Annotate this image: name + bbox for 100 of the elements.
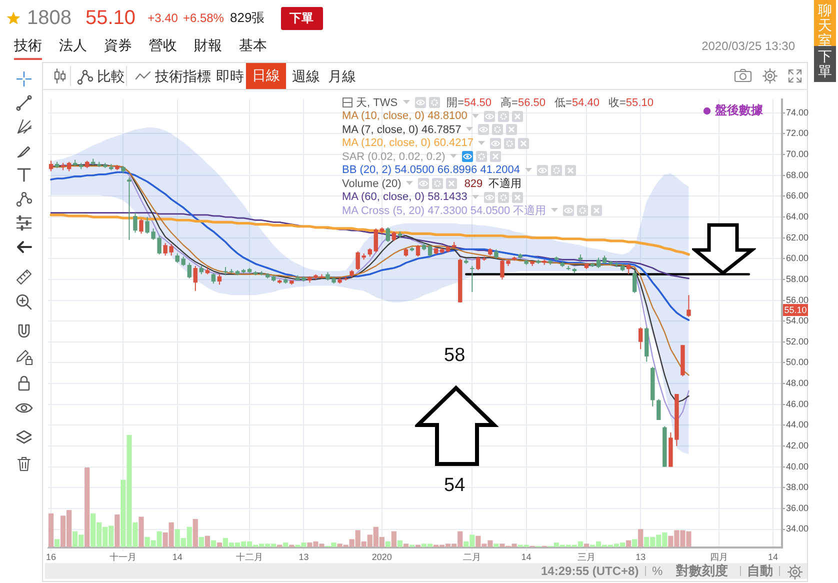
bar [84, 467, 90, 547]
bar [385, 541, 390, 547]
bar [210, 540, 216, 547]
x-tick-label: 14 [768, 552, 778, 562]
annotation: 58 [444, 345, 466, 367]
text: MA (60, close, 0) 58.1433 [342, 191, 468, 204]
bar [626, 540, 632, 547]
annotation: 高= [500, 96, 518, 110]
side-tab: 下單 [814, 46, 836, 82]
text: % [652, 563, 663, 579]
annotation: 盤後數據 [715, 102, 763, 119]
bar [494, 544, 499, 547]
bar [283, 542, 288, 547]
y-tick-label: 34.00 [786, 524, 809, 534]
y-tick-label: 38.00 [786, 482, 809, 492]
x-tick-label: 13 [636, 552, 646, 562]
text: 2020/03/25 13:30 [702, 39, 795, 53]
annotation: 54 [444, 475, 466, 497]
text: 14:29:55 (UTC+8) [541, 563, 639, 579]
annotation: 55.10 [626, 96, 654, 109]
x-tick-label: 14 [521, 552, 532, 562]
annotation: 54.50 [464, 96, 492, 109]
text: 即時 [216, 68, 244, 86]
bar [216, 542, 222, 547]
bar [138, 516, 144, 547]
text: 週線 [292, 68, 320, 86]
annotation: 天, TWS [356, 96, 398, 110]
x-tick-label: 四月 [710, 552, 728, 562]
text: 資券 [104, 37, 132, 55]
y-tick-label: 42.00 [786, 440, 809, 450]
bar [48, 513, 54, 547]
y-tick-label: 48.00 [786, 378, 809, 388]
bar [403, 544, 409, 547]
text: 法人 [59, 37, 87, 55]
y-tick-label: 58.00 [786, 274, 809, 284]
x-tick-label: 13 [298, 552, 309, 562]
y-tick-label: 64.00 [786, 212, 809, 222]
bar [632, 539, 638, 547]
annotation: 829 [464, 178, 483, 190]
y-tick-label: 74.00 [786, 107, 809, 118]
y-tick-label: 68.00 [786, 170, 809, 180]
text: MA (120, close, 0) 60.4217 [342, 137, 474, 150]
y-tick-label: 44.00 [786, 420, 809, 430]
text: MA (10, close, 0) 48.8100 [342, 110, 468, 122]
text: 基本 [239, 37, 267, 55]
y-tick-label: 52.00 [786, 336, 809, 346]
annotation: 不適用 [488, 176, 522, 192]
active-tab: 日線 [246, 63, 286, 89]
x-tick-label: 三月 [577, 552, 596, 562]
y-tick-label: 54.00 [786, 316, 809, 326]
bar [114, 514, 120, 547]
text: +6.58% [182, 11, 224, 25]
x-tick-label: 16 [46, 552, 56, 562]
text: 比較 [97, 68, 125, 86]
y-tick-label: 72.00 [786, 128, 809, 138]
candlestick [470, 266, 474, 292]
y-tick-label: 62.00 [786, 232, 809, 242]
text: 829張 [230, 9, 265, 27]
text: 對數刻度 [676, 563, 728, 579]
text: 財報 [194, 37, 222, 55]
annotation: 收= [608, 96, 626, 110]
bar [584, 544, 590, 547]
annotation: 54.40 [572, 96, 600, 109]
bar [54, 539, 60, 547]
x-tick-label: 十一月 [110, 552, 137, 562]
text: 自動 [747, 563, 773, 579]
order-button: 下單 [280, 6, 323, 30]
bar [198, 536, 204, 547]
text: MA (7, close, 0) 46.7857 [342, 124, 462, 136]
annotation: 低= [554, 96, 572, 110]
chart-title: 1808 [27, 6, 72, 30]
y-tick-label: 66.00 [786, 190, 809, 201]
bar [204, 536, 210, 547]
annotation: Volume (20) [342, 178, 402, 190]
price-tag: 55.10 [783, 304, 808, 316]
text: 營收 [149, 37, 177, 55]
text: 技術指標 [155, 68, 211, 86]
x-tick-label: 2020 [372, 552, 392, 562]
text: 月線 [328, 68, 356, 86]
x-tick-label: 十二月 [236, 552, 264, 562]
text: 技術 [14, 37, 42, 60]
annotation: 56.50 [518, 96, 546, 109]
y-tick-label: 40.00 [786, 461, 809, 472]
y-tick-label: 36.00 [786, 502, 809, 513]
x-tick-label: 14 [172, 552, 182, 562]
annotation: 開= [446, 96, 464, 110]
annotation: SAR (0.02, 0.02, 0.2) [342, 150, 446, 163]
text: BB (20, 2) 54.0500 66.8996 41.2004 [342, 164, 520, 176]
bar [192, 519, 198, 547]
bar [638, 529, 644, 547]
y-tick-label: 50.00 [786, 357, 809, 368]
text: MA Cross (5, 20) 47.3300 54.0500 不適用 [342, 204, 546, 218]
bar [391, 531, 396, 547]
y-tick-label: 70.00 [786, 149, 809, 160]
text: 55.10 [86, 6, 136, 30]
bar [397, 540, 403, 547]
candlestick [127, 177, 132, 240]
text: +3.40 [148, 11, 178, 25]
y-tick-label: 46.00 [786, 398, 809, 409]
y-tick-label: 60.00 [786, 253, 809, 264]
